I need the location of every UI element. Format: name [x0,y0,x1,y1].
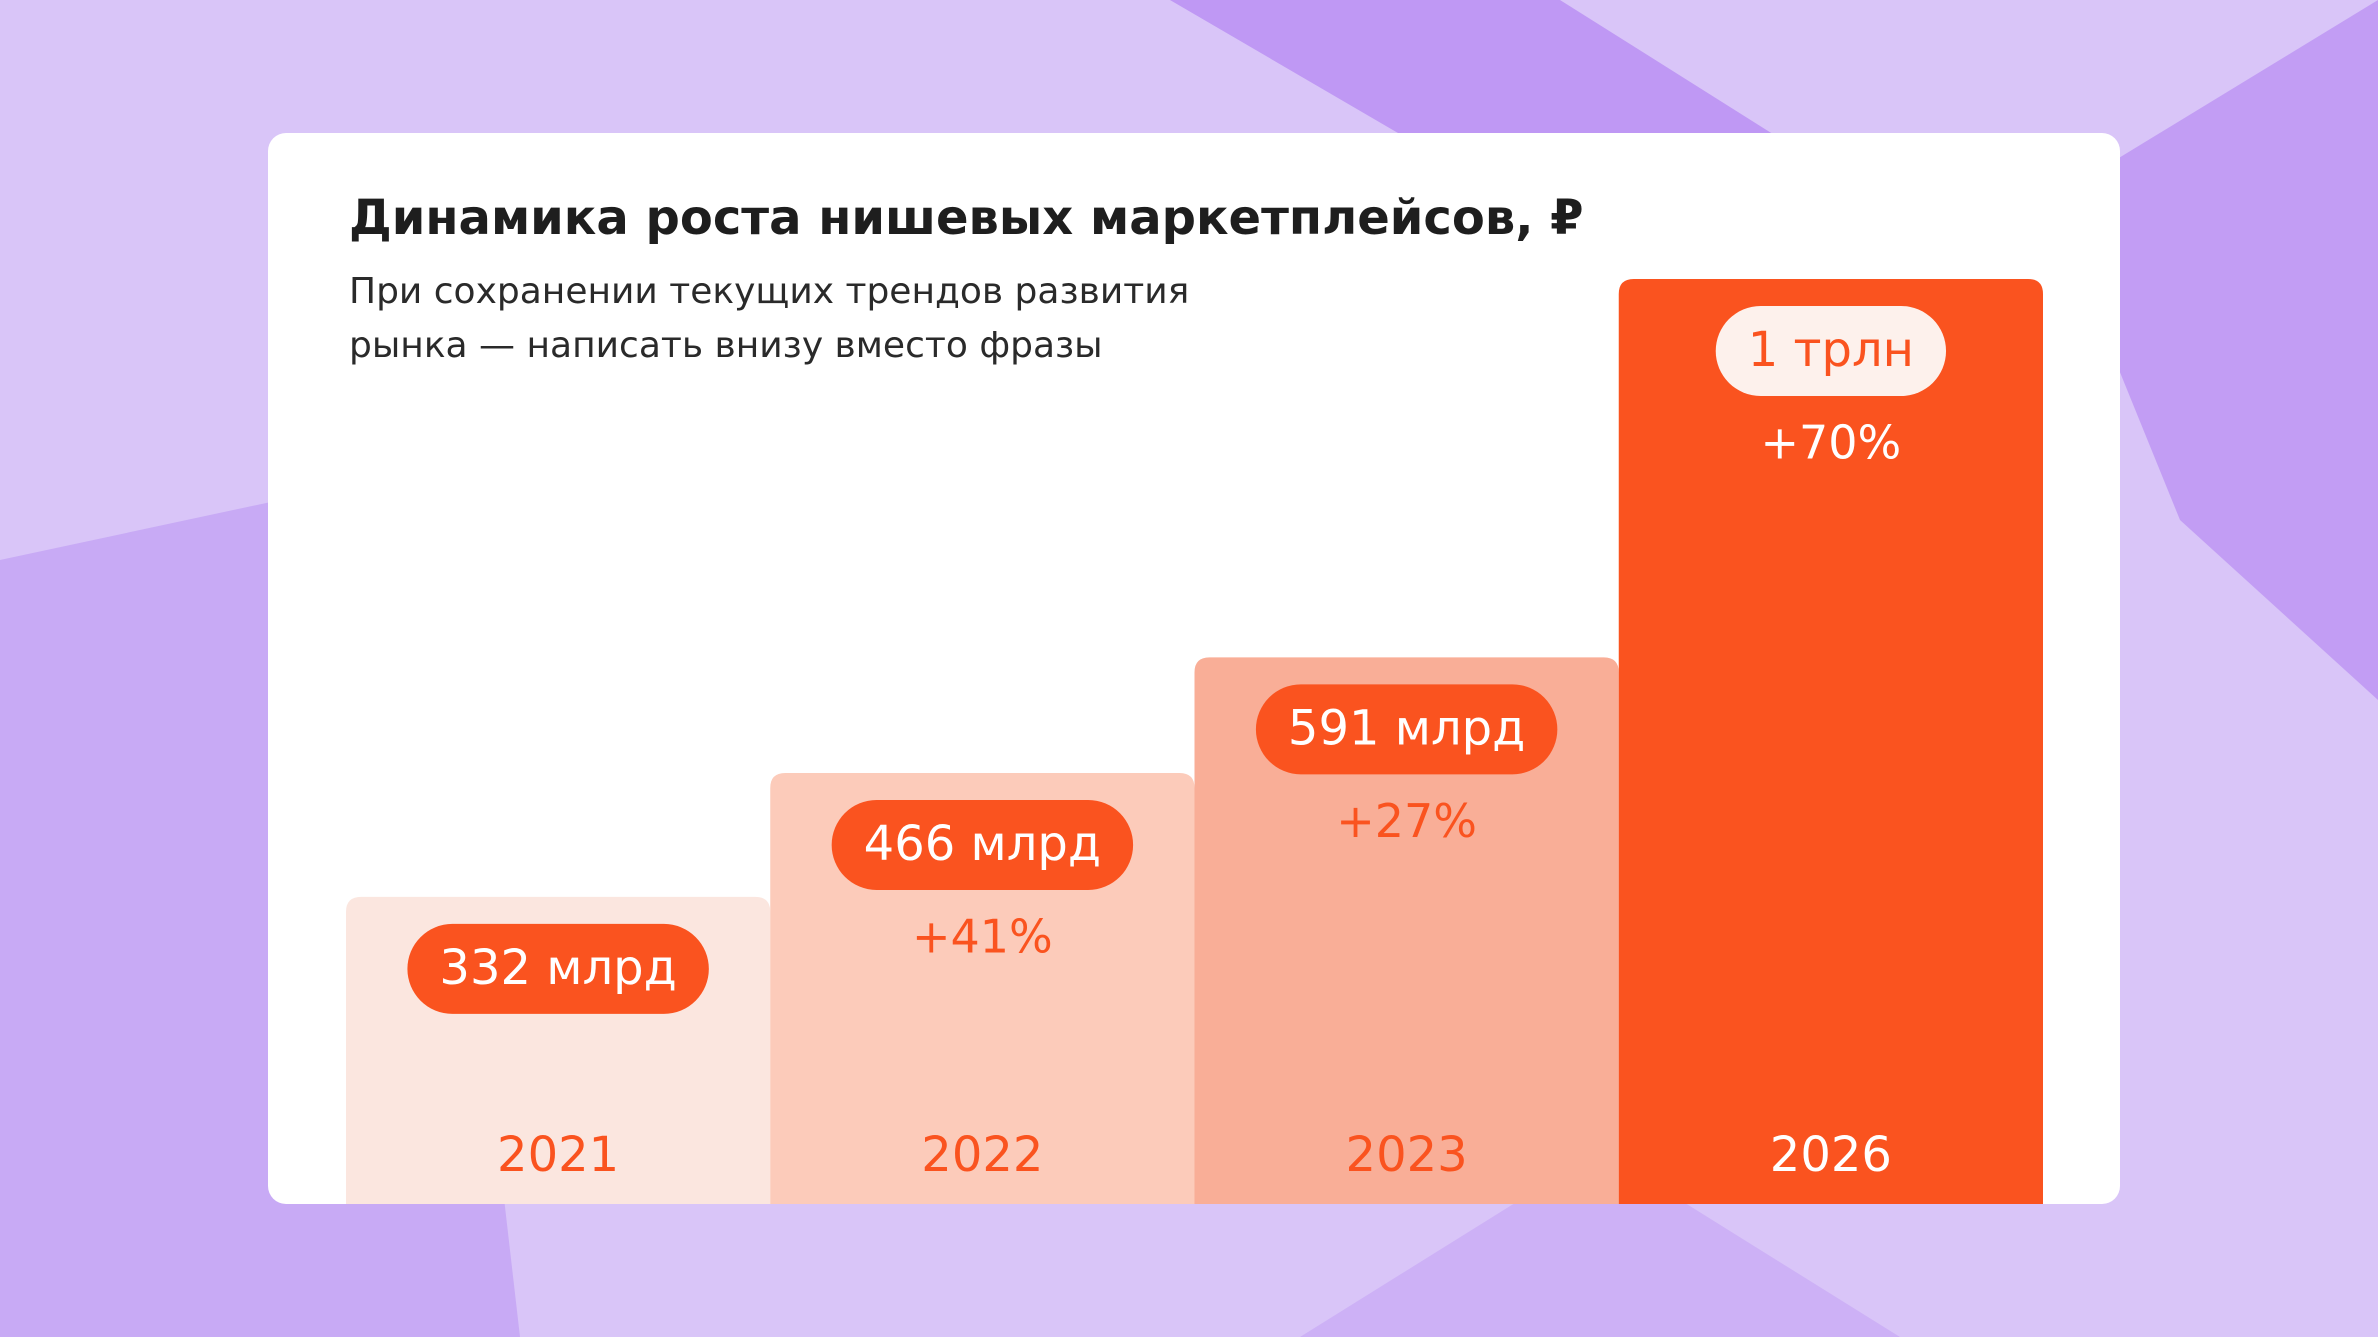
value-label: 466 млрд [864,816,1101,872]
bg-shape [1300,1150,1900,1337]
value-label: 332 млрд [439,940,676,996]
growth-label: +70% [1760,416,1901,470]
x-tick-label: 2023 [1346,1127,1468,1183]
plot: 332 млрд 2021 466 млрд +41% 2022 591 млрд +27%… [346,279,2043,1204]
value-pill [831,799,1134,890]
value-pill [1255,684,1558,775]
bar [1194,657,1619,1204]
bar [1618,279,2043,1204]
growth-label: +41% [912,909,1053,963]
value-label: 591 млрд [1288,700,1525,756]
value-pill [1715,306,1947,396]
growth-label: +27% [1336,794,1477,848]
chart-title: Динамика роста нишевых маркетплейсов, ₽ [349,190,1584,246]
value-label: 1 трлн [1748,322,1914,378]
x-tick-label: 2021 [497,1127,619,1183]
chart-subtitle: При сохранении текущих трендов развития [349,271,1189,312]
bg-shape [2050,0,2378,700]
value-pill [407,923,709,1014]
x-tick-label: 2026 [1770,1127,1892,1183]
chart-subtitle: рынка — написать внизу вместо фразы [349,325,1103,366]
x-tick-label: 2022 [921,1127,1043,1183]
